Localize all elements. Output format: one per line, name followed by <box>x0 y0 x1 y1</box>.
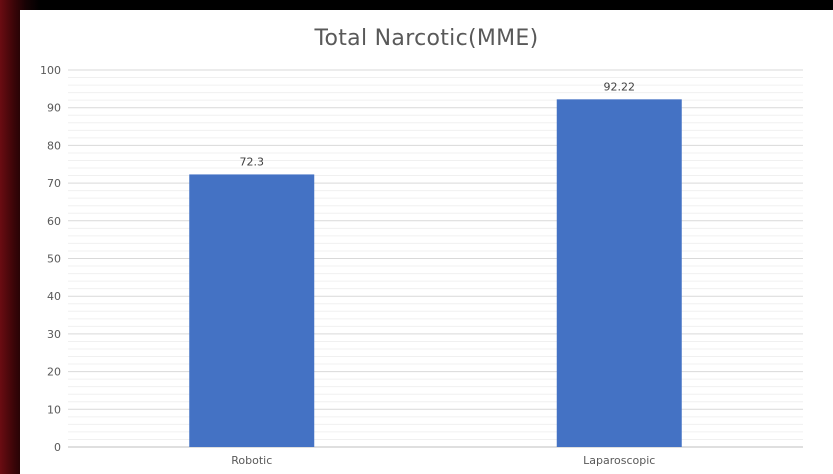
y-tick-label: 20 <box>47 366 61 379</box>
bar-robotic <box>189 174 315 447</box>
x-tick-label: Laparoscopic <box>583 454 655 467</box>
y-tick-label: 90 <box>47 102 61 115</box>
data-labels: 72.3 92.22 <box>240 80 636 168</box>
x-axis-tick-labels: Robotic Laparoscopic <box>231 454 655 467</box>
y-tick-label: 10 <box>47 403 61 416</box>
y-tick-label: 50 <box>47 253 61 266</box>
y-tick-label: 70 <box>47 177 61 190</box>
x-tick-label: Robotic <box>231 454 272 467</box>
chart-panel: Total Narcotic(MME) 0 10 20 30 40 50 60 70 80 90 1… <box>20 10 833 474</box>
bar-laparoscopic <box>556 99 682 447</box>
plot-area: 0 10 20 30 40 50 60 70 80 90 100 Robotic Laparoscop… <box>40 64 803 467</box>
chart-title: Total Narcotic(MME) <box>314 26 539 51</box>
data-label: 92.22 <box>604 80 636 93</box>
y-tick-label: 80 <box>47 139 61 152</box>
gridlines <box>68 69 803 440</box>
y-tick-label: 40 <box>47 290 61 303</box>
y-tick-label: 30 <box>47 328 61 341</box>
y-tick-label: 0 <box>54 441 61 454</box>
bars <box>189 99 682 447</box>
data-label: 72.3 <box>240 155 265 168</box>
y-tick-label: 60 <box>47 215 61 228</box>
y-axis-tick-labels: 0 10 20 30 40 50 60 70 80 90 100 <box>40 64 61 454</box>
y-tick-label: 100 <box>40 64 61 77</box>
